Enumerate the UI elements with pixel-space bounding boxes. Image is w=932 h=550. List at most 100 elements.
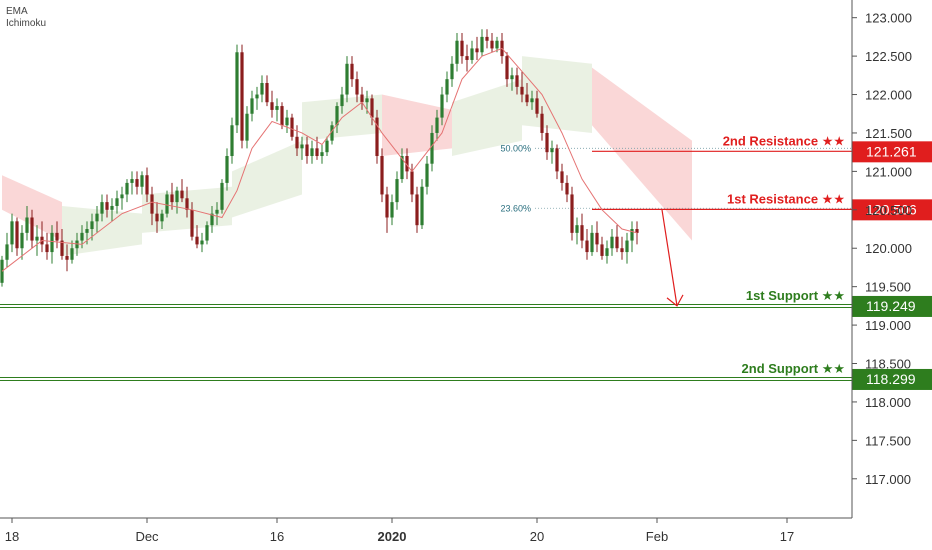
- candle-body: [90, 221, 94, 230]
- candle-body: [570, 194, 574, 233]
- candle-body: [205, 225, 209, 241]
- candle-body: [110, 205, 114, 210]
- candle-body: [465, 56, 469, 60]
- candle-body: [505, 56, 509, 80]
- arrow-shaft: [661, 209, 678, 306]
- candle-body: [330, 125, 334, 141]
- level-price-value: 120.506: [866, 201, 917, 217]
- candle-body: [5, 244, 9, 260]
- candle-body: [455, 40, 459, 64]
- candle-body: [280, 106, 284, 126]
- candle-body: [130, 179, 134, 183]
- candle-body: [50, 232, 54, 253]
- candle-body: [70, 248, 74, 260]
- candle-body: [185, 198, 189, 210]
- candle-body: [320, 152, 324, 157]
- candle-body: [325, 140, 329, 153]
- level-price-value: 121.261: [866, 143, 917, 159]
- candle-body: [355, 79, 359, 95]
- candle-body: [400, 156, 404, 180]
- candle-body: [555, 148, 559, 172]
- candle-body: [390, 202, 394, 218]
- candle-body: [190, 209, 194, 237]
- x-tick-label: Dec: [135, 529, 159, 544]
- x-tick-label: 20: [530, 529, 544, 544]
- candle-body: [635, 229, 639, 233]
- candle-body: [170, 194, 174, 203]
- candle-body: [550, 148, 554, 153]
- candle-body: [450, 63, 454, 80]
- candle-body: [610, 236, 614, 249]
- candle-body: [395, 179, 399, 203]
- candle-body: [100, 202, 104, 214]
- y-tick-label: 121.500: [865, 126, 912, 141]
- candle-body: [435, 117, 439, 133]
- y-tick-label: 117.500: [865, 433, 911, 448]
- candle-body: [105, 202, 109, 210]
- ichimoku-cloud-segment: [592, 67, 692, 241]
- candle-body: [145, 175, 149, 195]
- candle-body: [470, 48, 474, 60]
- candle-body: [135, 179, 139, 187]
- x-tick-label: Feb: [646, 529, 668, 544]
- level-price-value: 119.249: [866, 298, 916, 314]
- y-tick-label: 122.500: [865, 49, 912, 64]
- candle-body: [405, 156, 409, 172]
- level-price-badge: [852, 368, 932, 390]
- level-price-value: 118.299: [866, 371, 916, 387]
- candle-body: [615, 236, 619, 249]
- candle-body: [10, 221, 14, 245]
- candle-body: [115, 198, 119, 206]
- candle-body: [590, 232, 594, 253]
- y-tick-label: 123.000: [865, 11, 912, 26]
- candle-body: [585, 240, 589, 253]
- candle-body: [235, 52, 239, 126]
- indicator-ema-label: EMA: [6, 6, 28, 17]
- candle-body: [365, 98, 369, 103]
- candle-body: [95, 213, 99, 222]
- candle-body: [165, 194, 169, 214]
- ichimoku-cloud-segment: [382, 94, 452, 157]
- candle-body: [245, 113, 249, 141]
- level-label: 1st Resistance ★★: [727, 191, 845, 206]
- candle-body: [275, 106, 279, 110]
- y-tick-label: 120.500: [865, 203, 912, 218]
- candle-body: [230, 125, 234, 157]
- candle-body: [565, 182, 569, 195]
- y-tick-label: 119.500: [865, 280, 911, 295]
- candle-body: [415, 194, 419, 226]
- x-tick-label: 17: [780, 529, 794, 544]
- candle-body: [35, 236, 39, 241]
- candle-body: [300, 144, 304, 149]
- candle-body: [200, 240, 204, 245]
- candle-body: [290, 117, 294, 137]
- y-tick-label: 118.500: [865, 357, 911, 372]
- candle-body: [305, 144, 309, 157]
- candle-body: [195, 236, 199, 245]
- candle-body: [370, 98, 374, 118]
- y-tick-label: 117.000: [865, 472, 911, 487]
- x-tick-label: 18: [5, 529, 19, 544]
- candle-body: [385, 194, 389, 218]
- candle-body: [310, 148, 314, 157]
- candle-body: [255, 94, 259, 99]
- candle-body: [480, 36, 484, 53]
- x-tick-label: 16: [270, 529, 284, 544]
- candle-body: [475, 48, 479, 53]
- candle-body: [20, 232, 24, 249]
- candle-body: [250, 98, 254, 114]
- candle-body: [0, 259, 4, 283]
- candle-body: [495, 40, 499, 49]
- candle-body: [160, 213, 164, 222]
- level-price-badge: [852, 295, 932, 317]
- candle-body: [420, 186, 424, 226]
- candle-body: [620, 248, 624, 253]
- candle-body: [485, 36, 489, 41]
- candle-body: [445, 79, 449, 95]
- level-price-badge: [852, 199, 932, 221]
- candle-body: [210, 213, 214, 226]
- candle-body: [340, 94, 344, 107]
- candle-body: [440, 94, 444, 118]
- ichimoku-cloud-segment: [522, 56, 592, 133]
